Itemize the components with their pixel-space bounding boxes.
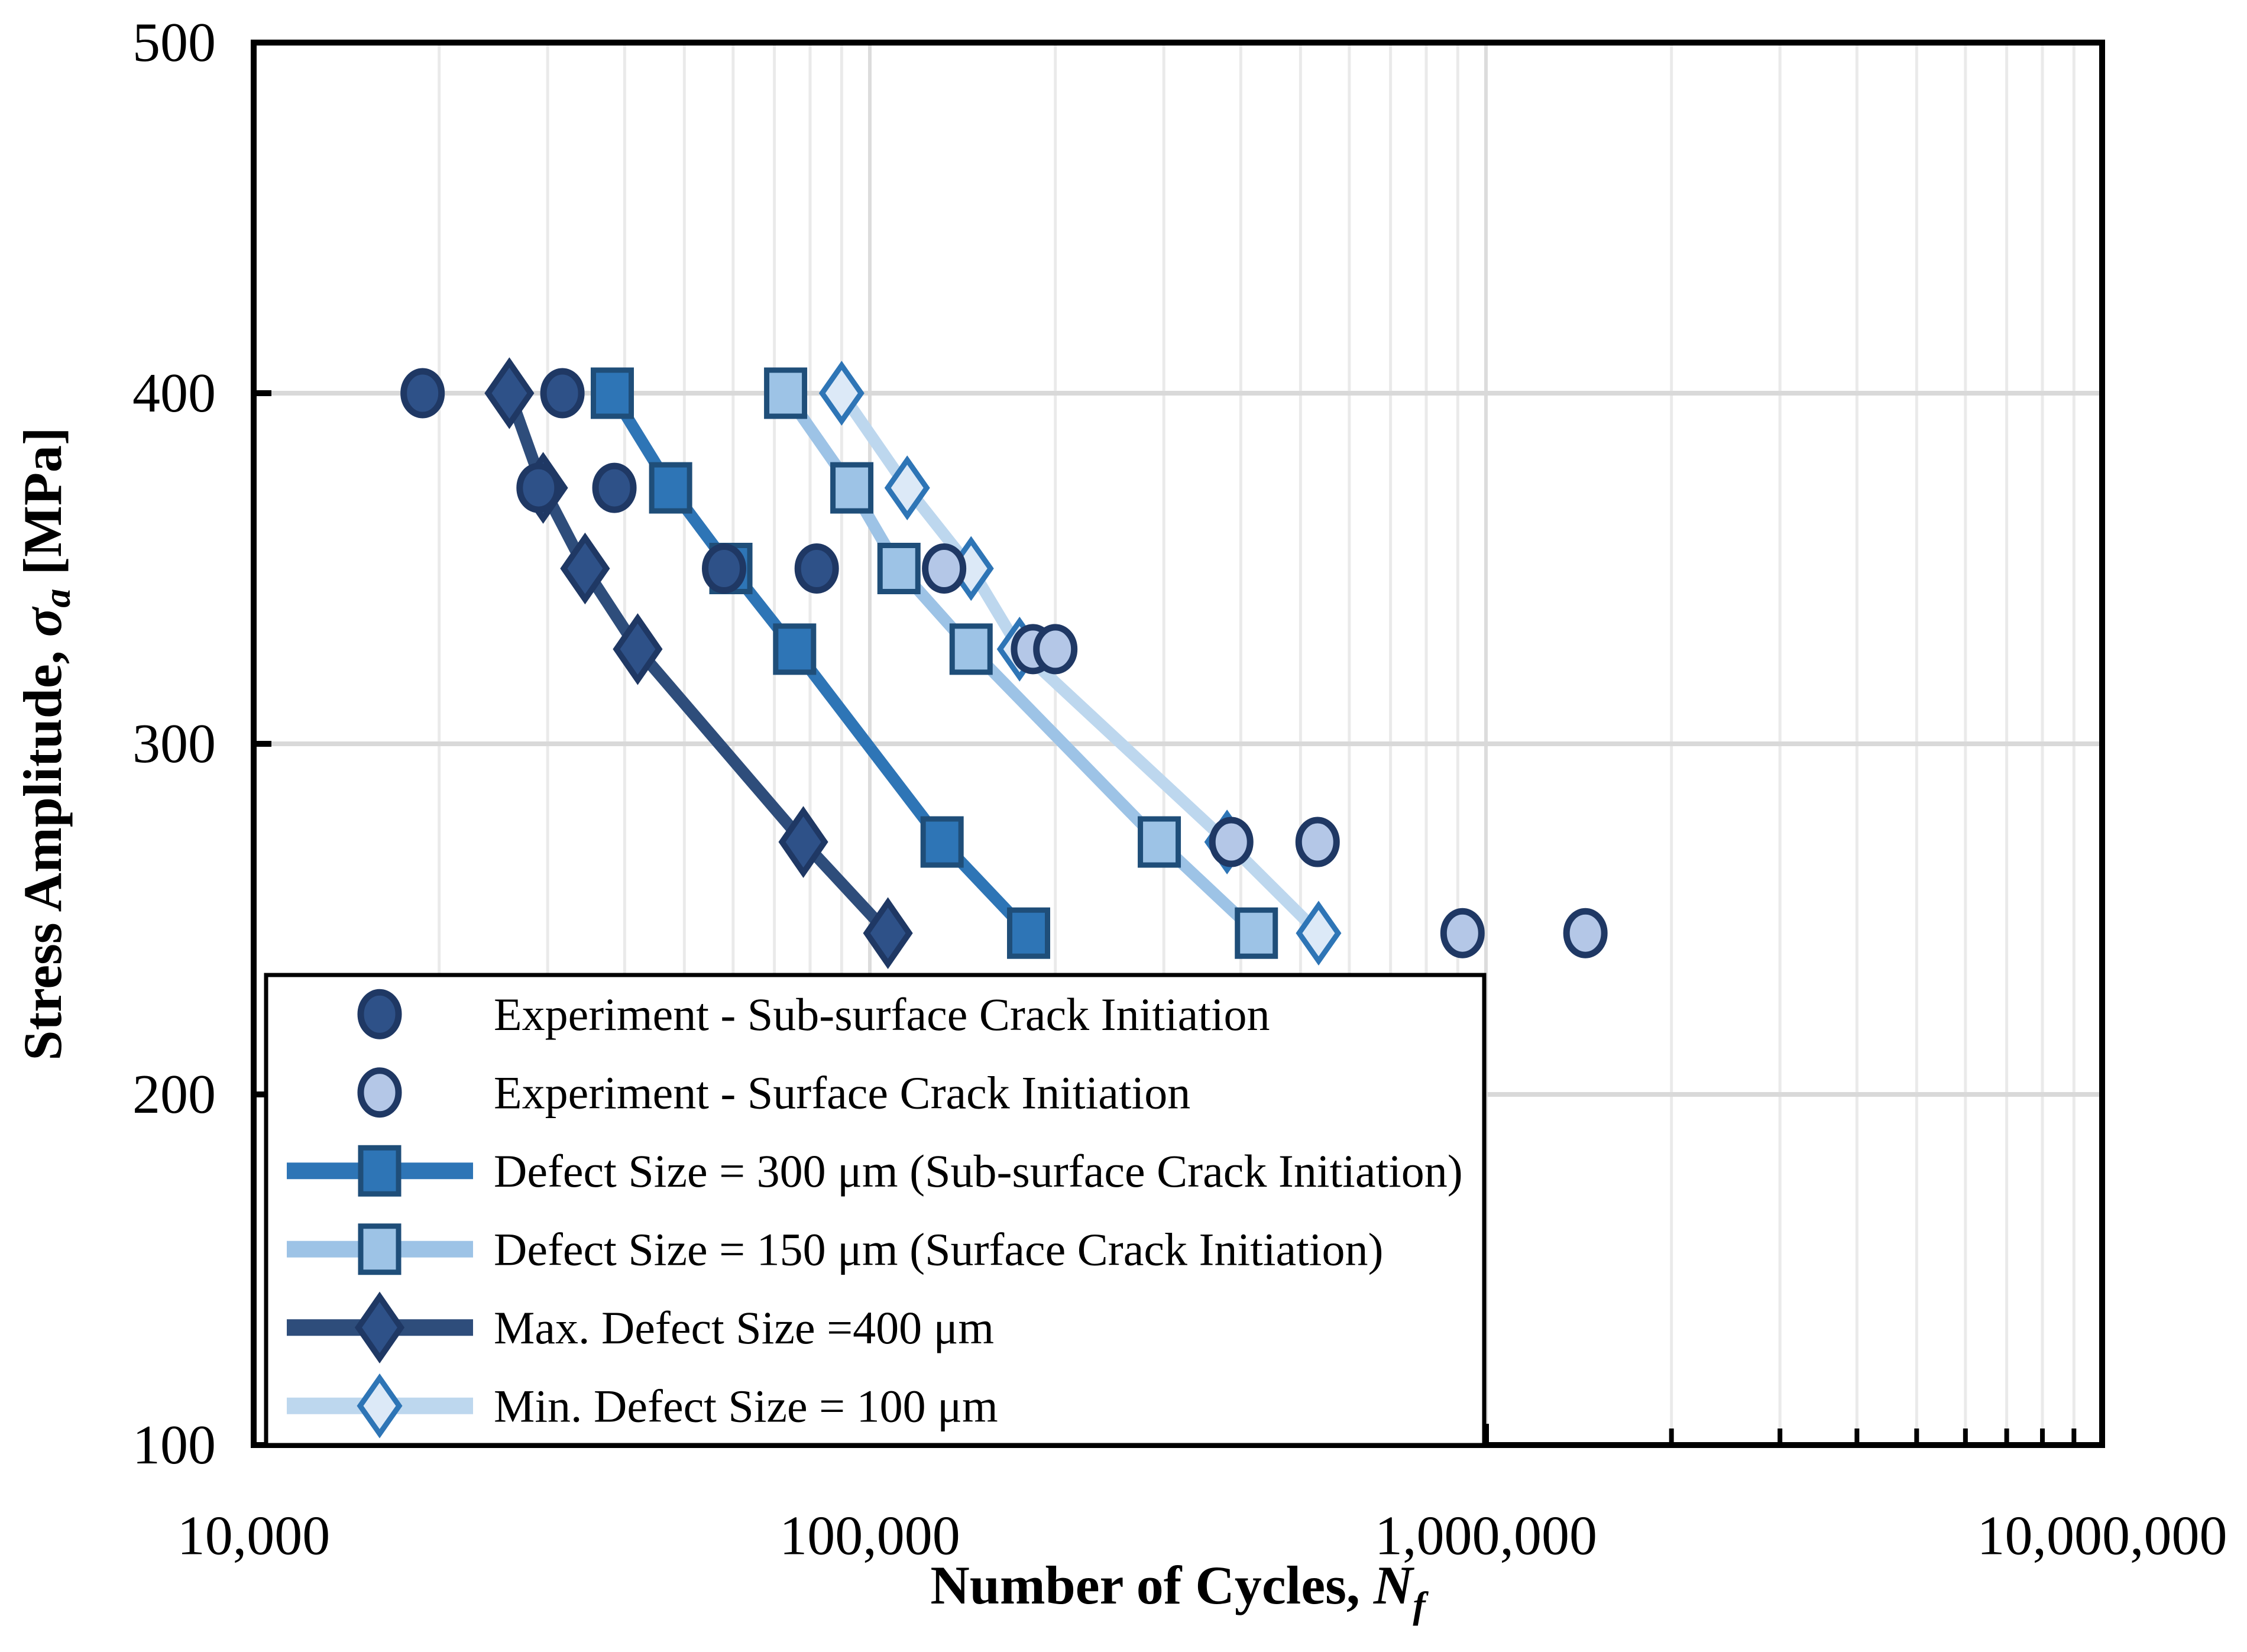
data-point [764,367,808,419]
data-point [357,1067,402,1118]
data-point [358,1145,402,1197]
data-point [949,623,993,675]
data-point [863,897,913,970]
data-point [591,367,634,419]
data-point [1295,817,1340,867]
x-tick-label: 10,000,000 [1977,1505,2227,1566]
y-tick-label: 300 [132,713,216,775]
data-point [484,357,535,429]
y-tick-label: 200 [132,1064,216,1125]
data-point [1033,624,1078,675]
data-point [613,613,663,685]
legend-item: Min. Defect Size = 100 μm [287,1373,998,1439]
y-tick-label: 100 [132,1414,216,1476]
data-point [400,368,445,419]
data-point [358,1223,402,1275]
data-point [1563,908,1608,958]
data-point [1209,817,1254,867]
data-point [592,462,637,513]
legend-label: Defect Size = 150 μm (Surface Crack Init… [494,1223,1383,1275]
legend-item: Experiment - Surface Crack Initiation [357,1067,1190,1118]
data-point [773,623,817,675]
x-tick-label: 100,000 [779,1505,960,1566]
data-point [1138,816,1181,868]
data-point [1296,900,1342,966]
x-tick-label: 10,000 [177,1505,331,1566]
data-point [701,543,746,594]
data-point [354,1291,405,1364]
legend-item: Defect Size = 300 μm (Sub-surface Crack … [287,1145,1463,1197]
data-point [1007,907,1051,959]
y-axis-title: Stress Amplitude, σa [MPa] [12,427,78,1060]
data-point [649,462,692,514]
y-tick-label: 500 [132,12,216,73]
legend: Experiment - Sub-surface Crack Initiatio… [264,973,1487,1447]
x-tick-label: 1,000,000 [1375,1505,1597,1566]
series-3 [484,357,913,970]
x-axis-title: Number of Cycles, Nf [930,1555,1429,1626]
series-5 [922,543,1608,958]
legend-label: Experiment - Sub-surface Crack Initiatio… [494,989,1270,1040]
legend-item: Defect Size = 150 μm (Surface Crack Init… [287,1223,1383,1275]
data-point [778,806,828,878]
series-0 [818,361,1342,966]
series-1 [764,367,1278,959]
legend-item: Experiment - Sub-surface Crack Initiatio… [357,989,1270,1040]
y-tick-label: 400 [132,362,216,424]
data-point [1235,907,1278,959]
legend-box [264,973,1487,1447]
data-point [830,462,874,514]
data-point [877,543,921,594]
legend-label: Experiment - Surface Crack Initiation [494,1067,1190,1118]
data-point [560,532,610,605]
data-point [884,455,930,520]
legend-item: Max. Defect Size =400 μm [287,1291,994,1364]
data-point [516,462,561,513]
data-point [540,368,585,419]
data-point [818,361,865,426]
data-point [357,1373,403,1439]
data-point [920,816,964,868]
data-point [357,989,402,1039]
legend-label: Defect Size = 300 μm (Sub-surface Crack … [494,1145,1463,1197]
data-point [794,543,839,594]
data-point [922,543,967,594]
data-point [1440,908,1485,958]
legend-label: Max. Defect Size =400 μm [494,1302,994,1353]
series-4 [400,368,839,594]
legend-label: Min. Defect Size = 100 μm [494,1380,998,1431]
